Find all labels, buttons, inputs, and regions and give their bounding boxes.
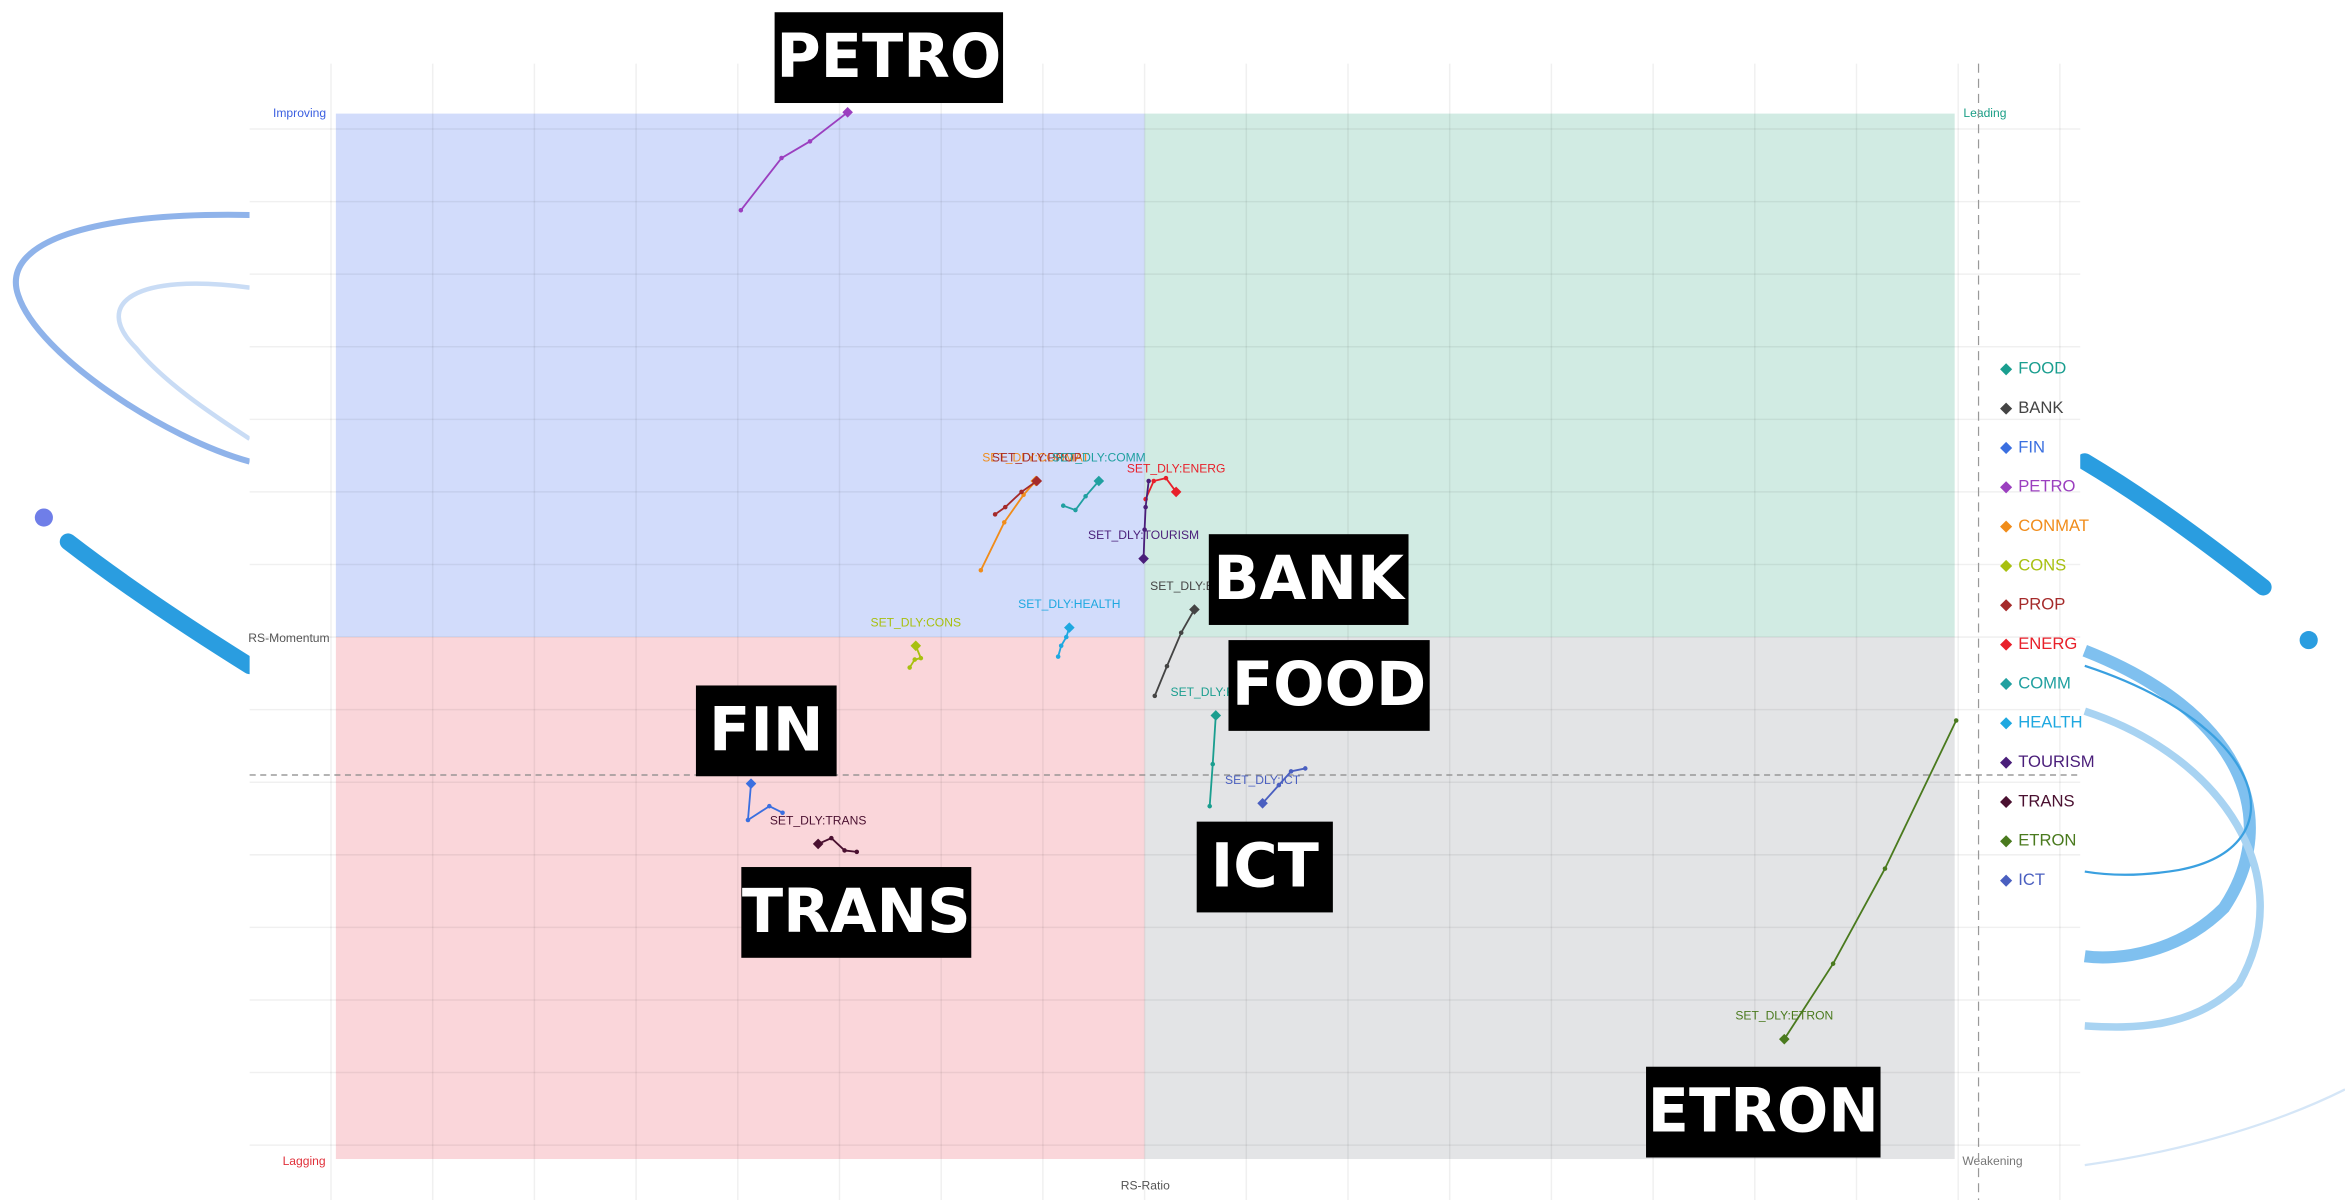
tail-point (1061, 503, 1066, 508)
series-label: SET_DLY:COMM (1052, 451, 1146, 465)
tail-point (767, 804, 772, 809)
x-axis-label: RS-Ratio (1121, 1178, 1170, 1192)
callout-text: BANK (1213, 544, 1406, 614)
tail-point (1954, 718, 1959, 723)
swoosh (2085, 462, 2264, 588)
quadrant (336, 114, 1145, 637)
tail-point (1019, 490, 1024, 495)
tail-point (1002, 520, 1007, 525)
series-label: SET_DLY:CONS (871, 615, 962, 629)
legend-label: HEALTH (2018, 713, 2082, 732)
tail-point (1165, 664, 1170, 669)
legend-label: PROP (2018, 595, 2065, 614)
series-label: SET_DLY:TOURISM (1088, 528, 1199, 542)
legend-label: ICT (2018, 870, 2045, 889)
tail-point (779, 156, 784, 161)
legend-label: FIN (2018, 437, 2045, 456)
callout-text: FIN (709, 695, 823, 765)
tail-point (1164, 476, 1169, 481)
tail-point (1059, 644, 1064, 649)
callout-text: ETRON (1648, 1077, 1879, 1147)
tail-point (1883, 866, 1888, 871)
legend-label: BANK (2018, 398, 2063, 417)
tail-point (855, 850, 860, 855)
legend-label: ENERG (2018, 634, 2077, 653)
series-label: SET_DLY:TRANS (770, 813, 867, 827)
callout-text: FOOD (1232, 650, 1426, 720)
tail-point (1143, 505, 1148, 510)
dot (2300, 631, 2318, 649)
tail-point (1003, 505, 1008, 510)
legend-label: PETRO (2018, 477, 2075, 496)
legend-label: TOURISM (2018, 752, 2094, 771)
tail-point (1152, 694, 1157, 699)
page: {"chart_data": { "type": "rrg", "x_label… (0, 0, 2345, 1200)
tail-point (739, 208, 744, 213)
y-axis-label: RS-Momentum (248, 631, 329, 645)
tail-point (1151, 479, 1156, 484)
quadrant-label: Improving (273, 106, 326, 120)
callout-text: ICT (1211, 832, 1319, 902)
callout-text: PETRO (776, 22, 1001, 92)
tail-point (1083, 494, 1088, 499)
tail-point (912, 657, 917, 662)
tail-point (1831, 961, 1836, 966)
tail-point (1303, 766, 1308, 771)
legend-label: COMM (2018, 673, 2071, 692)
swoosh (119, 284, 250, 439)
tail-point (746, 818, 751, 823)
swoosh (68, 542, 250, 666)
series-label: SET_DLY:ICT (1225, 773, 1301, 787)
quadrant-label: Lagging (283, 1154, 326, 1168)
tail-point (1073, 508, 1078, 513)
tail-point (1210, 762, 1215, 767)
series-label: SET_DLY:ETRON (1735, 1009, 1833, 1023)
tail-point (1207, 804, 1212, 809)
legend-label: CONS (2018, 555, 2066, 574)
legend-label: CONMAT (2018, 516, 2089, 535)
tail-point (919, 656, 924, 661)
callout-text: TRANS (742, 877, 971, 947)
tail-point (979, 568, 984, 573)
quadrant-label: Leading (1963, 106, 2006, 120)
tail-point (1056, 654, 1061, 659)
swoosh (2085, 1089, 2345, 1165)
legend-label: FOOD (2018, 359, 2066, 378)
tail-point (829, 836, 834, 841)
tail-point (808, 139, 813, 144)
series-label: SET_DLY:HEALTH (1018, 597, 1120, 611)
quadrant-label: Weakening (1962, 1154, 2022, 1168)
swoosh (16, 215, 250, 462)
tail-point (1179, 630, 1184, 635)
tail-point (842, 848, 847, 853)
legend-label: ETRON (2018, 831, 2076, 850)
tail-point (1064, 635, 1069, 640)
tail-point (907, 665, 912, 670)
dot (35, 508, 53, 526)
legend-label: TRANS (2018, 791, 2074, 810)
tail-point (1146, 479, 1151, 484)
tail-point (993, 512, 998, 517)
chart: Improving Leading Lagging Weakening SET_DLY… (0, 0, 2345, 1200)
